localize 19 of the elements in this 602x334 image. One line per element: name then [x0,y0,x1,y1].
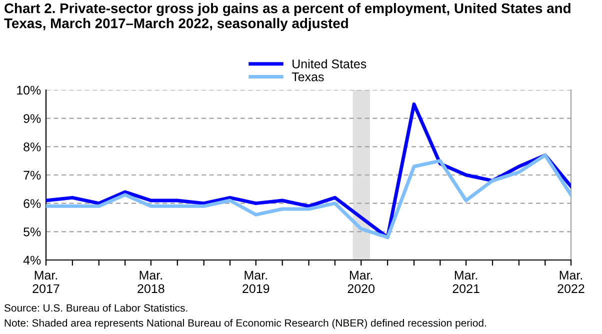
x-tick-label: Mar. 2020 [348,270,375,294]
chart-title: Chart 2. Private-sector gross job gains as a percent of employment, United States and Texas, March 2017–March 2022, seasonally adjusted [4,3,570,31]
text: Note: Shaded area represents National Bureau of Economic Research (NBER) defined recession period. [4,319,486,329]
y-tick-label: 8% [24,142,41,152]
x-tick-label: Mar. 2019 [242,270,270,294]
x-tick-label: Mar. 2017 [32,270,60,294]
line-series [46,153,571,240]
legend-label: United States [292,59,366,68]
x-tick-label: Mar. 2022 [558,270,584,294]
legend-label: Texas [292,72,324,82]
y-tick-label: 6% [24,199,41,208]
y-tick-label: 7% [24,170,41,180]
x-tick-label: Mar. 2021 [452,270,480,294]
source-note: Source: U.S. Bureau of Labor Statistics. [4,304,188,312]
y-tick-label: 5% [24,228,41,236]
y-tick-label: 10% [17,86,41,95]
x-tick-label: Mar. 2018 [138,270,164,294]
y-tick-label: 9% [24,114,41,123]
y-tick-label: 4% [23,256,41,265]
